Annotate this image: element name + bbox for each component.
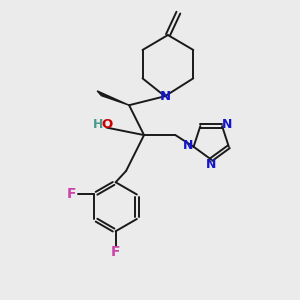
Text: F: F [111,245,120,259]
Polygon shape [97,91,129,105]
Text: N: N [222,118,232,131]
Text: N: N [183,139,194,152]
Text: F: F [67,188,76,202]
Text: O: O [101,118,112,130]
Text: N: N [159,90,170,103]
Text: H: H [93,118,103,130]
Text: N: N [206,158,216,171]
